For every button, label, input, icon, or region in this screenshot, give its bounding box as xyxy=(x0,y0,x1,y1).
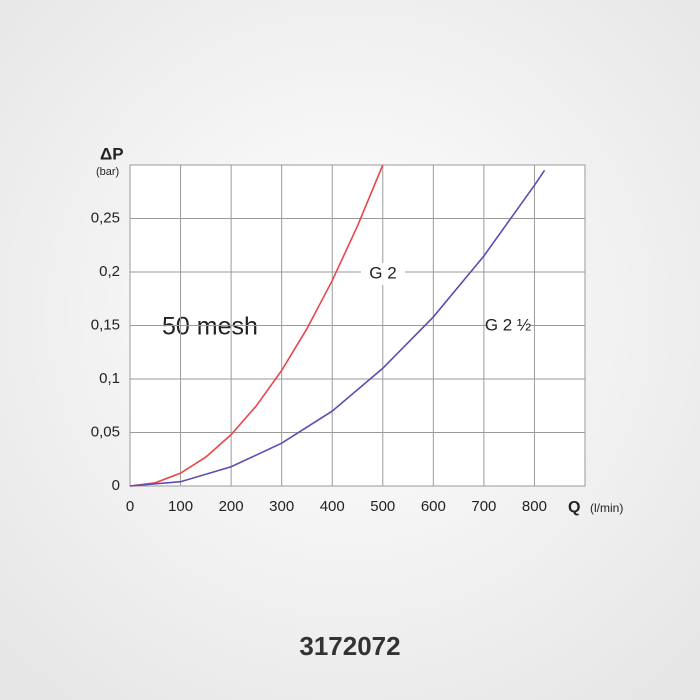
x-tick-label: 400 xyxy=(320,498,345,515)
x-axis-label: Q xyxy=(568,499,580,516)
y-tick-label: 0,1 xyxy=(99,370,120,387)
label-bg xyxy=(486,315,530,337)
series-line xyxy=(129,169,546,487)
x-tick-label: 200 xyxy=(219,498,244,515)
x-tick-label: 0 xyxy=(126,498,134,515)
y-tick-label: 0,05 xyxy=(91,423,120,440)
x-tick-label: 300 xyxy=(269,498,294,515)
x-tick-label: 700 xyxy=(471,498,496,515)
x-tick-label: 500 xyxy=(370,498,395,515)
plot-frame xyxy=(129,164,586,487)
y-tick-label: 0,2 xyxy=(99,263,120,280)
x-axis-unit: (l/min) xyxy=(590,501,623,515)
y-tick-label: 0,15 xyxy=(91,316,120,333)
product-code: 3172072 xyxy=(299,631,400,661)
x-tick-label: 100 xyxy=(168,498,193,515)
series-label: G 2 ½ xyxy=(485,315,531,334)
series-label: G 2 xyxy=(369,263,396,282)
y-tick-label: 0,25 xyxy=(91,209,120,226)
label-bg xyxy=(361,263,405,285)
x-tick-label: 600 xyxy=(421,498,446,515)
y-axis-label: ΔP xyxy=(100,144,124,163)
y-tick-label: 0 xyxy=(112,477,120,494)
x-tick-label: 800 xyxy=(522,498,547,515)
series-line xyxy=(129,164,384,487)
annotation: 50 mesh xyxy=(162,313,258,341)
y-axis-unit: (bar) xyxy=(96,166,119,178)
